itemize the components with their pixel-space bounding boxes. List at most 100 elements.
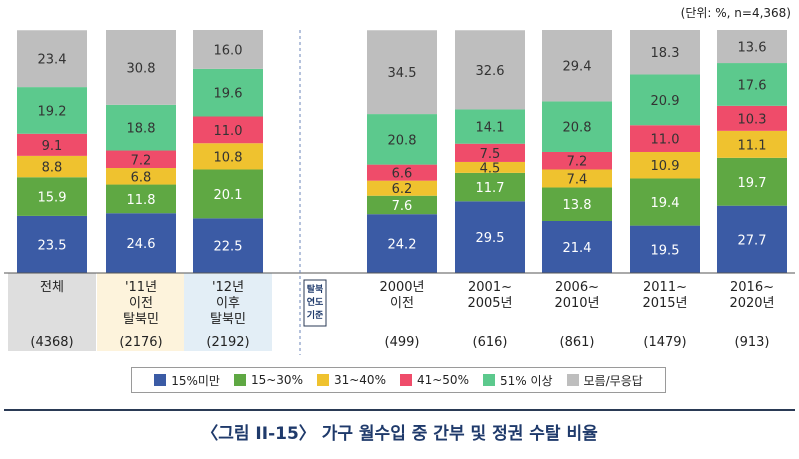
bar-segment [542,220,612,273]
data-label: 32.6 [476,64,505,79]
data-label: 29.4 [563,60,592,75]
data-label: 19.5 [651,243,680,258]
legend-swatch [316,374,329,386]
bar-segment [367,164,437,181]
group-label-box [303,279,327,327]
data-label: 21.4 [563,241,592,256]
data-label: 11.8 [127,193,156,208]
legend-label: 15%미만 [171,373,220,388]
data-label: 14.1 [476,121,505,136]
bar-segment [717,205,787,273]
data-label: 20.1 [214,188,243,203]
category-label: 탈북민 [123,312,159,327]
data-label: 10.8 [214,150,243,165]
bar-segment [17,30,87,88]
legend-swatch [233,374,246,386]
category-label: '11년 [125,280,157,295]
bar-segment [542,169,612,188]
legend-label: 31~40% [333,373,386,387]
legend-label: 15~30% [250,373,303,387]
stacked-bar-chart: 23.5 15.9 8.8 9.1 19.2 23.4 24.6 11.8 6.8 7.2 18.8… [4,30,795,355]
bar-segment [193,218,263,273]
bar-segment [193,30,263,69]
category-label: 2015년 [642,296,687,311]
data-label: 19.6 [214,87,243,102]
category-n: (1479) [643,335,686,350]
legend-label: 41~50% [416,373,469,387]
bar-segment [455,161,525,173]
data-label: 19.7 [738,176,767,191]
legend-item: 15%미만 [154,372,220,389]
data-label: 24.6 [127,237,156,252]
category-bg [8,273,96,351]
bar-segment [630,225,700,273]
data-label: 11.1 [738,138,767,153]
data-label: 20.9 [651,94,680,109]
bar-segment [193,143,263,170]
bar-segment [542,101,612,152]
legend-item: 31~40% [316,373,386,387]
category-label: 2010년 [554,296,599,311]
legend-swatch [482,374,495,386]
data-label: 19.2 [38,104,67,119]
category-label: 전체 [40,280,64,295]
data-label: 13.8 [563,198,592,213]
bar-segment [367,195,437,215]
data-label: 29.5 [476,231,505,246]
unit-note: (단위: %, n=4,368) [680,6,791,20]
data-label: 20.8 [388,133,417,148]
data-label: 22.5 [214,240,243,255]
legend-label: 51% 이상 [499,373,553,388]
legend-item: 51% 이상 [482,372,553,389]
category-bg [97,273,185,351]
bar-segment [106,184,176,214]
bar-segment [630,151,700,179]
bar-segment [542,187,612,221]
category-label: 이전 [390,296,414,311]
category-n: (499) [385,335,420,350]
category-n: (913) [735,335,770,350]
bar-segment [106,104,176,151]
data-label: 6.8 [131,170,152,185]
data-label: 20.8 [563,121,592,136]
data-label: 19.4 [651,196,680,211]
data-label: 11.0 [214,124,243,139]
bar-segment [630,30,700,75]
bar-segment [106,150,176,169]
figure-title: 〈그림 II-15〉 가구 월수입 중 간부 및 정권 수탈 비율 [201,424,598,444]
data-label: 10.9 [651,159,680,174]
data-label: 17.6 [738,78,767,93]
bar-segment [367,114,437,165]
bar-segment [367,180,437,196]
bar-segment [106,213,176,273]
bar-segment [17,133,87,156]
data-label: 10.3 [738,112,767,127]
bar-segment [542,30,612,102]
bar-segment [717,157,787,206]
bar-segment [17,87,87,134]
legend-swatch [566,374,579,386]
bar-segment [455,109,525,144]
data-label: 16.0 [214,43,243,58]
category-n: (4368) [30,335,73,350]
legend-item: 41~50% [399,373,469,387]
category-bg [184,273,272,351]
legend-item: 모름/무응답 [566,372,643,389]
bar-segment [193,169,263,219]
category-label: 2005년 [467,296,512,311]
legend-label: 모름/무응답 [583,373,643,388]
data-label: 27.7 [738,233,767,248]
bar-segment [455,143,525,162]
data-label: 9.1 [42,139,63,154]
category-label: 2000년 [379,280,424,295]
bar-segment [455,172,525,202]
bar-segment [106,168,176,185]
group-label: 연도 [307,297,324,308]
category-label: 2006~ [555,280,599,295]
category-label: 탈북민 [210,312,246,327]
bar-segment [630,125,700,152]
data-label: 13.6 [738,41,767,56]
category-n: (861) [560,335,595,350]
data-label: 7.4 [567,172,588,187]
data-label: 24.2 [388,238,417,253]
